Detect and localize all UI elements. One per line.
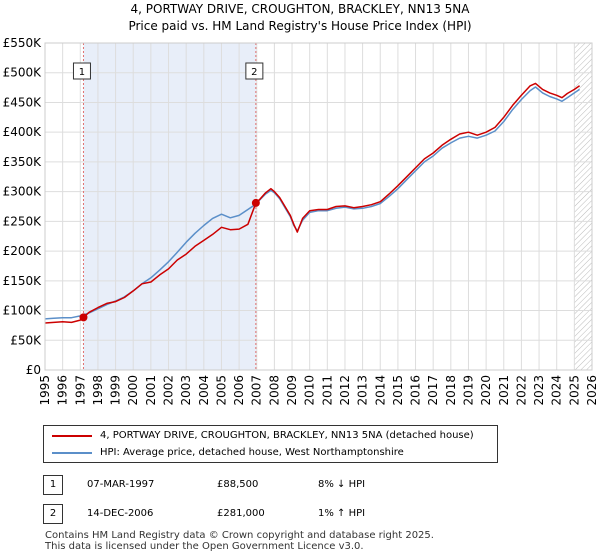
x-tick-label: 2017 — [426, 375, 440, 406]
x-tick-label: 2014 — [373, 375, 387, 406]
y-tick-label: £50K — [10, 333, 42, 347]
sale-marker-label: 1 — [79, 67, 85, 78]
x-tick-label: 2023 — [532, 375, 546, 406]
x-tick-label: 2003 — [179, 375, 193, 406]
x-tick-label: 1995 — [38, 375, 52, 406]
y-tick-label: £550K — [3, 36, 43, 50]
x-tick-label: 2022 — [514, 375, 528, 406]
y-tick-label: £150K — [3, 274, 43, 288]
legend: 4, PORTWAY DRIVE, CROUGHTON, BRACKLEY, N… — [43, 425, 498, 463]
x-tick-label: 1997 — [73, 375, 87, 406]
y-tick-label: £100K — [3, 304, 43, 318]
x-tick-label: 2016 — [409, 375, 423, 406]
sale-point — [251, 198, 260, 207]
plot-border — [44, 42, 593, 371]
x-tick-label: 2015 — [391, 375, 405, 406]
transaction-badge: 1 — [43, 475, 63, 495]
legend-label-property: 4, PORTWAY DRIVE, CROUGHTON, BRACKLEY, N… — [100, 430, 474, 441]
x-tick-label: 2004 — [197, 375, 211, 406]
transaction-badge: 2 — [43, 504, 63, 524]
transaction-hpi-diff: 8% ↓ HPI — [318, 479, 366, 490]
price-chart: 4, PORTWAY DRIVE, CROUGHTON, BRACKLEY, N… — [3, 2, 599, 406]
sale-marker-label: 2 — [251, 67, 257, 78]
x-tick-label: 2010 — [303, 375, 317, 406]
property-price-line — [44, 82, 581, 324]
x-tick-label: 2013 — [356, 375, 370, 406]
x-tick-label: 2002 — [162, 375, 176, 406]
x-tick-label: 2024 — [550, 375, 564, 406]
y-tick-label: £300K — [3, 185, 43, 199]
x-tick-label: 2021 — [497, 375, 511, 406]
transaction-date: 14-DEC-2006 — [87, 508, 154, 519]
ownership-shade — [83, 43, 256, 370]
transaction-price: £281,000 — [217, 508, 265, 519]
x-tick-label: 1996 — [56, 375, 70, 406]
forecast-hatch — [574, 43, 592, 370]
x-tick-label: 2020 — [479, 375, 493, 406]
x-tick-label: 2009 — [285, 375, 299, 406]
footer-copyright: Contains HM Land Registry data © Crown c… — [45, 530, 434, 541]
x-tick-label: 2008 — [267, 375, 281, 406]
x-tick-label: 1999 — [109, 375, 123, 406]
x-tick-label: 1998 — [91, 375, 105, 406]
y-tick-label: £350K — [3, 155, 43, 169]
legend-swatch-property — [52, 435, 92, 437]
chart-title: 4, PORTWAY DRIVE, CROUGHTON, BRACKLEY, N… — [131, 2, 471, 16]
x-tick-label: 2018 — [444, 375, 458, 406]
footer-license: This data is licensed under the Open Gov… — [45, 541, 364, 552]
x-tick-label: 2012 — [338, 375, 352, 406]
transaction-hpi-diff: 1% ↑ HPI — [318, 508, 366, 519]
y-tick-label: £450K — [3, 95, 43, 109]
legend-label-hpi: HPI: Average price, detached house, West… — [100, 447, 404, 458]
chart-subtitle: Price paid vs. HM Land Registry's House … — [128, 19, 471, 33]
y-tick-label: £400K — [3, 125, 43, 139]
sale-point — [79, 313, 88, 322]
x-tick-label: 2001 — [144, 375, 158, 406]
x-tick-label: 2019 — [461, 375, 475, 406]
legend-swatch-hpi — [52, 452, 92, 454]
footer: Contains HM Land Registry data © Crown c… — [45, 530, 585, 552]
transaction-date: 07-MAR-1997 — [87, 479, 155, 490]
sale-marker-box — [245, 62, 264, 80]
y-tick-label: £500K — [3, 66, 43, 80]
y-tick-label: £250K — [3, 214, 43, 228]
x-tick-label: 2007 — [250, 375, 264, 406]
x-tick-label: 2006 — [232, 375, 246, 406]
sale-marker-box — [72, 62, 91, 80]
x-tick-label: 2026 — [585, 375, 599, 406]
y-tick-label: £0 — [26, 363, 41, 377]
transaction-price: £88,500 — [217, 479, 259, 490]
y-tick-label: £200K — [3, 244, 43, 258]
x-tick-label: 2025 — [567, 375, 581, 406]
x-tick-label: 2005 — [214, 375, 228, 406]
x-tick-label: 2000 — [126, 375, 140, 406]
x-tick-label: 2011 — [320, 375, 334, 406]
